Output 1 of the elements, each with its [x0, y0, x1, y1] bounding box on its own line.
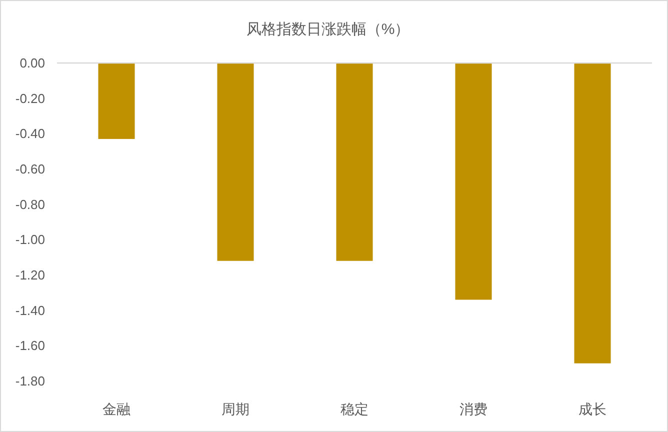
title: 风格指数日涨跌幅（%） [246, 21, 410, 38]
